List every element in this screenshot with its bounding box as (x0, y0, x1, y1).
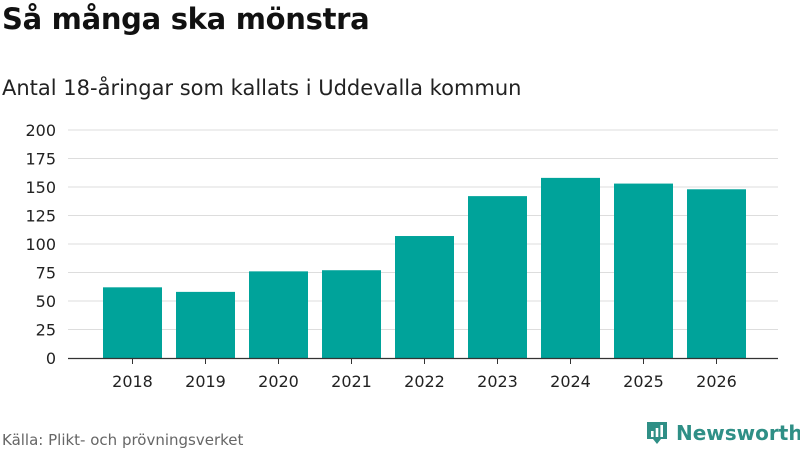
x-tick-label: 2018 (112, 372, 153, 391)
y-tick-label: 150 (25, 178, 56, 197)
chart-title: Så många ska mönstra (2, 2, 370, 36)
x-tick-label: 2023 (477, 372, 518, 391)
bar-2022 (395, 236, 454, 358)
source-note: Källa: Plikt- och prövningsverket (2, 431, 244, 449)
y-tick-label: 125 (25, 207, 56, 226)
x-tick-label: 2022 (404, 372, 445, 391)
bar-2024 (541, 177, 600, 358)
x-tick-label: 2019 (185, 372, 226, 391)
y-tick-label: 100 (25, 235, 56, 254)
y-tick-label: 50 (36, 292, 56, 311)
bar-2018 (103, 287, 162, 358)
y-tick-label: 175 (25, 150, 56, 169)
x-tick-label: 2024 (550, 372, 591, 391)
bar-2023 (468, 196, 527, 358)
y-tick-label: 75 (36, 264, 56, 283)
x-tick-label: 2025 (623, 372, 664, 391)
bar-2026 (687, 189, 746, 358)
bar-2020 (249, 271, 308, 358)
chart-subtitle: Antal 18-åringar som kallats i Uddevalla… (2, 76, 522, 100)
brand-logo: Newsworthy (644, 420, 800, 446)
y-tick-label: 200 (25, 121, 56, 140)
x-tick-label: 2020 (258, 372, 299, 391)
x-tick-label: 2026 (696, 372, 737, 391)
bar-2025 (614, 183, 673, 358)
bar-2019 (176, 291, 235, 358)
x-tick-label: 2021 (331, 372, 372, 391)
bar-2021 (322, 270, 381, 358)
brand-name: Newsworthy (676, 421, 800, 445)
y-tick-label: 25 (36, 321, 56, 340)
y-tick-label: 0 (46, 349, 56, 368)
newsworthy-logo-icon (647, 422, 667, 444)
